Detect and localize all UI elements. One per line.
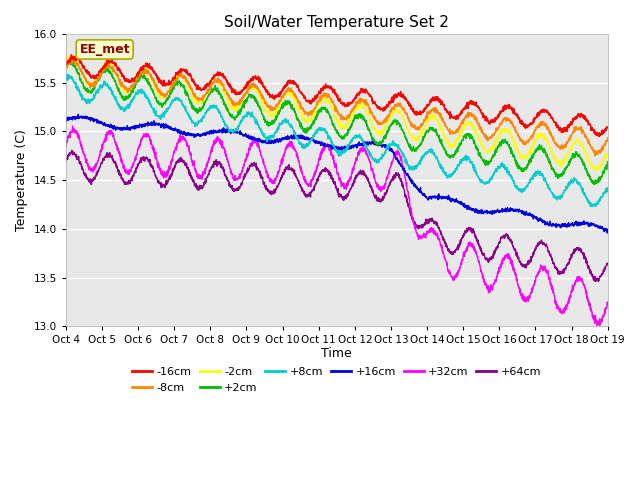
Line: +2cm: +2cm — [66, 62, 608, 184]
+32cm — [364, 154, 372, 160]
Line: -16cm: -16cm — [66, 55, 608, 136]
+32cm — [572, 279, 579, 285]
Line: +8cm: +8cm — [66, 74, 608, 207]
Legend: -16cm, -8cm, -2cm, +2cm, +8cm, +16cm, +32cm, +64cm: -16cm, -8cm, -2cm, +2cm, +8cm, +16cm, +3… — [128, 362, 546, 397]
+64cm — [595, 278, 602, 284]
Line: +64cm: +64cm — [66, 150, 608, 281]
+16cm — [364, 140, 372, 146]
+32cm — [556, 307, 564, 312]
+8cm — [572, 176, 579, 182]
-8cm — [353, 101, 360, 107]
-16cm — [556, 126, 564, 132]
-8cm — [213, 79, 221, 85]
-8cm — [68, 57, 76, 62]
-16cm — [213, 70, 221, 76]
+64cm — [364, 176, 372, 181]
+32cm — [62, 141, 70, 147]
X-axis label: Time: Time — [321, 347, 352, 360]
+32cm — [495, 269, 502, 275]
-16cm — [353, 95, 360, 101]
Y-axis label: Temperature (C): Temperature (C) — [15, 129, 28, 231]
-8cm — [556, 144, 564, 150]
+16cm — [62, 118, 70, 124]
+64cm — [495, 242, 502, 248]
-2cm — [67, 52, 75, 58]
+8cm — [588, 204, 596, 210]
+2cm — [604, 159, 612, 165]
-2cm — [556, 160, 564, 166]
-2cm — [572, 140, 579, 146]
-8cm — [604, 135, 612, 141]
+2cm — [556, 172, 564, 178]
-8cm — [591, 153, 599, 159]
-16cm — [572, 114, 579, 120]
+64cm — [68, 147, 76, 153]
+32cm — [353, 156, 360, 162]
+16cm — [604, 230, 612, 236]
+64cm — [353, 175, 360, 180]
+64cm — [572, 248, 579, 254]
+64cm — [213, 161, 221, 167]
Line: -8cm: -8cm — [66, 60, 608, 156]
-8cm — [495, 126, 502, 132]
-16cm — [62, 62, 70, 68]
+8cm — [604, 185, 612, 191]
Line: +16cm: +16cm — [66, 114, 608, 233]
+32cm — [593, 323, 601, 328]
-2cm — [495, 135, 502, 141]
+2cm — [495, 144, 502, 150]
+8cm — [556, 196, 564, 202]
+64cm — [556, 270, 564, 276]
+32cm — [68, 123, 76, 129]
+64cm — [604, 261, 612, 266]
+2cm — [572, 153, 579, 158]
Text: EE_met: EE_met — [79, 43, 130, 56]
+2cm — [62, 65, 70, 71]
-2cm — [62, 58, 70, 63]
+64cm — [62, 156, 70, 162]
+2cm — [65, 59, 73, 65]
+16cm — [74, 111, 82, 117]
+16cm — [353, 143, 360, 148]
+16cm — [556, 223, 564, 228]
+2cm — [591, 181, 599, 187]
+8cm — [62, 74, 70, 80]
+8cm — [64, 72, 72, 77]
+2cm — [364, 125, 372, 131]
+2cm — [353, 116, 360, 121]
Line: +32cm: +32cm — [66, 126, 608, 325]
-2cm — [604, 150, 612, 156]
+32cm — [213, 136, 221, 142]
+16cm — [572, 220, 579, 226]
+32cm — [604, 302, 612, 308]
-2cm — [213, 78, 221, 84]
-16cm — [495, 111, 502, 117]
+2cm — [213, 87, 221, 93]
+8cm — [495, 166, 502, 171]
+8cm — [353, 134, 360, 140]
-16cm — [604, 124, 612, 130]
-8cm — [572, 127, 579, 132]
+8cm — [213, 107, 221, 112]
+16cm — [495, 209, 502, 215]
-16cm — [595, 133, 603, 139]
-16cm — [67, 52, 75, 58]
+8cm — [364, 148, 372, 154]
-2cm — [353, 106, 360, 111]
-8cm — [62, 65, 70, 71]
-2cm — [364, 111, 372, 117]
-8cm — [364, 103, 372, 108]
-2cm — [592, 168, 600, 174]
Line: -2cm: -2cm — [66, 55, 608, 171]
Title: Soil/Water Temperature Set 2: Soil/Water Temperature Set 2 — [225, 15, 449, 30]
-16cm — [364, 90, 372, 96]
+16cm — [213, 129, 221, 134]
